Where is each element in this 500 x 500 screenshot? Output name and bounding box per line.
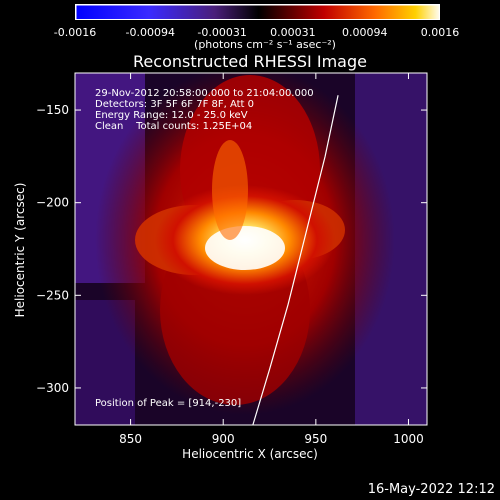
time-range-label: 29-Nov-2012 20:58:00.000 to 21:04:00.000 [95,88,314,99]
colorbar-tick-label: 0.00094 [341,26,388,39]
y-axis-title: Heliocentric Y (arcsec) [13,182,27,318]
footer-timestamp: 16-May-2022 12:12 [367,482,495,497]
colorbar-tick-label: -0.0016 [53,26,97,39]
colorbar-tick-label: 0.0016 [420,26,460,39]
heatmap-image [75,73,427,425]
x-tick-label: 900 [212,432,235,446]
peak-position-label: Position of Peak = [914,-230] [95,398,242,409]
plot-frame [74,72,428,426]
limb-line [252,95,339,426]
x-tick-label: 850 [119,432,142,446]
x-tick-label: 950 [304,432,327,446]
y-tick-label: −300 [36,381,69,395]
plot-title: Reconstructed RHESSI Image [133,52,367,71]
energy-range-label: Energy Range: 12.0 - 25.0 keV [95,110,248,121]
x-tick-label: 1000 [393,432,424,446]
colorbar-tick-label: -0.00031 [197,26,247,39]
colorbar [75,4,440,20]
y-tick-label: −250 [36,288,69,302]
y-tick-label: −150 [36,103,69,117]
detectors-label: Detectors: 3F 5F 6F 7F 8F, Att 0 [95,99,255,110]
axis-ticks: 850 900 950 1000 −300 −250 −200 −150 [36,73,427,446]
y-tick-label: −200 [36,196,69,210]
colorbar-tick-label: -0.00094 [125,26,176,39]
colorbar-tick-label: 0.00031 [270,26,316,39]
solar-limb-curve [252,95,339,426]
colorbar-gradient [75,4,440,20]
colorbar-units: (photons cm⁻² s⁻¹ asec⁻²) [194,38,336,51]
x-axis-title: Heliocentric X (arcsec) [182,447,318,461]
method-counts-label: Clean Total counts: 1.25E+04 [95,121,253,132]
